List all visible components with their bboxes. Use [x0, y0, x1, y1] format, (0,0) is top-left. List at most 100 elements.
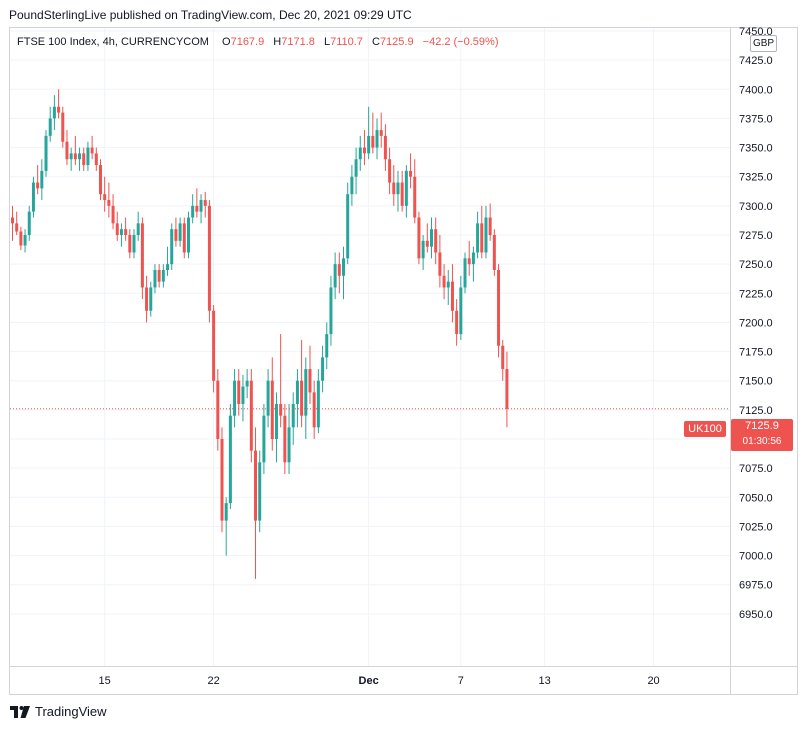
price-axis-tick-label: 7350.0 — [739, 143, 773, 155]
publisher-line: PoundSterlingLive published on TradingVi… — [9, 8, 412, 22]
candle-up — [325, 322, 329, 370]
candle-up — [86, 141, 90, 171]
candle-up — [40, 159, 44, 201]
candle-body — [78, 153, 82, 160]
candle-body — [497, 269, 501, 346]
candle-body — [195, 205, 199, 212]
candle-body — [174, 229, 178, 241]
candle-body — [203, 200, 207, 206]
candle-up — [119, 223, 123, 247]
candle-up — [329, 275, 333, 346]
price-axis-tick-label: 6950.0 — [739, 609, 773, 621]
price-axis-tick-label: 7225.0 — [739, 288, 773, 300]
candle-body — [325, 334, 329, 358]
candle-down — [413, 159, 417, 224]
candle-up — [266, 369, 270, 428]
candle-body — [57, 106, 61, 113]
candle-body — [178, 223, 182, 241]
candle-down — [379, 112, 383, 148]
candle-down — [94, 147, 98, 171]
candle-body — [224, 503, 228, 521]
candle-down — [124, 217, 128, 241]
candle-down — [174, 217, 178, 247]
legend-close: 7125.9 — [379, 36, 414, 48]
currency-button[interactable]: GBP — [750, 35, 777, 52]
candle-body — [434, 229, 438, 253]
footer-brand[interactable]: TradingView — [10, 704, 107, 719]
chart-legend: FTSE 100 Index, 4h, CURRENCYCOM O7167.9 … — [17, 36, 499, 48]
candle-body — [404, 170, 408, 206]
candle-up — [262, 404, 266, 474]
candle-body — [90, 147, 94, 154]
candle-body — [23, 235, 27, 246]
candle-body — [467, 258, 471, 265]
candle-up — [342, 246, 346, 300]
time-axis-tick-label: 22 — [207, 675, 219, 687]
candle-body — [107, 200, 111, 206]
candle-down — [383, 124, 387, 171]
candle-body — [337, 264, 341, 276]
candle-body — [136, 223, 140, 235]
candle-body — [463, 258, 467, 288]
candle-up — [132, 229, 136, 259]
candle-up — [52, 95, 56, 131]
candle-up — [358, 135, 362, 171]
candle-body — [48, 118, 52, 136]
candle-body — [484, 217, 488, 253]
candle-body — [262, 415, 266, 463]
candle-body — [233, 380, 237, 416]
price-axis-tick-label: 7150.0 — [739, 376, 773, 388]
candle-up — [166, 246, 170, 276]
candle-body — [266, 380, 270, 416]
candle-up — [333, 252, 337, 300]
candle-body — [342, 258, 346, 276]
symbol-price-label: UK100 — [684, 421, 726, 437]
candle-up — [375, 118, 379, 160]
candle-body — [65, 141, 69, 160]
candle-down — [392, 165, 396, 206]
candle-body — [170, 229, 174, 265]
candle-body — [98, 165, 102, 195]
price-axis-tick-label: 7200.0 — [739, 317, 773, 329]
candle-body — [442, 275, 446, 288]
candle-down — [19, 226, 23, 251]
candle-body — [270, 380, 274, 439]
candle-up — [178, 217, 182, 247]
candle-up — [396, 170, 400, 212]
candle-body — [379, 130, 383, 136]
candle-body — [258, 462, 262, 521]
candle-down — [115, 211, 119, 241]
candle-up — [346, 182, 350, 265]
candle-down — [203, 191, 207, 218]
price-axis-tick-label: 7075.0 — [739, 463, 773, 475]
candle-body — [430, 229, 433, 247]
candle-down — [501, 339, 505, 381]
last-price-value: 7125.9 — [745, 420, 779, 432]
candle-up — [295, 369, 299, 428]
candle-down — [467, 240, 471, 276]
candle-down — [57, 89, 61, 119]
candle-down — [438, 235, 442, 288]
candle-body — [82, 153, 86, 166]
candle-body — [140, 223, 144, 288]
candle-body — [27, 211, 31, 235]
candle-body — [15, 223, 19, 232]
last-price-tag: 7125.9 01:30:56 — [731, 419, 793, 451]
candle-down — [90, 135, 94, 160]
candle-up — [258, 450, 262, 533]
candle-down — [270, 357, 274, 451]
time-axis: 15 22 Dec 7 13 20 — [99, 675, 660, 687]
candle-body — [329, 287, 333, 335]
candle-up — [471, 246, 475, 282]
candle-down — [371, 112, 375, 154]
candle-up — [291, 392, 295, 445]
candle-body — [237, 380, 241, 405]
candle-body — [291, 404, 295, 428]
candle-down — [111, 194, 115, 230]
candle-body — [476, 223, 480, 253]
candle-body — [346, 194, 350, 259]
candle-down — [73, 135, 77, 166]
candle-body — [52, 106, 56, 119]
candle-body — [61, 112, 65, 142]
